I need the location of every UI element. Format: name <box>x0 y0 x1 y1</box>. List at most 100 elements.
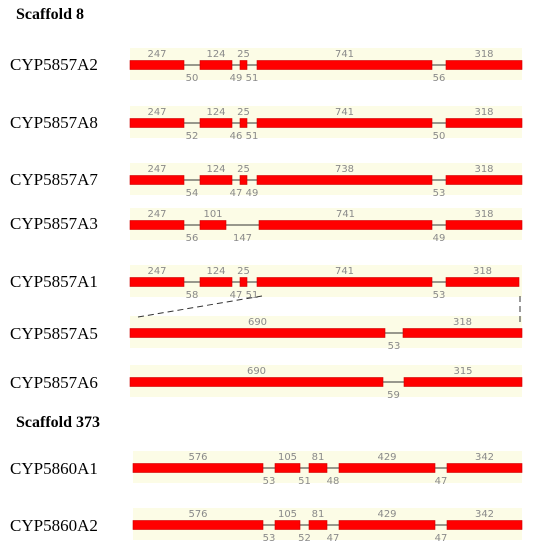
exon-block <box>403 377 523 387</box>
scaffold-title: Scaffold 373 <box>16 414 100 431</box>
exon-block <box>308 520 328 530</box>
intron-length-label: 47 <box>230 290 243 301</box>
exon-length-label: 738 <box>335 164 354 175</box>
exon-length-label: 81 <box>312 509 325 520</box>
exon-length-label: 25 <box>237 107 250 118</box>
exon-block <box>129 118 185 128</box>
exon-block <box>129 60 185 70</box>
intron-length-label: 58 <box>186 290 199 301</box>
scaffold-title: Scaffold 8 <box>16 6 84 23</box>
exon-length-label: 342 <box>475 452 494 463</box>
intron-length-label: 46 <box>230 131 243 142</box>
intron-length-label: 53 <box>388 341 401 352</box>
intron-length-label: 50 <box>433 131 446 142</box>
exon-length-label: 247 <box>147 209 166 220</box>
intron-length-label: 47 <box>435 533 448 544</box>
exon-length-label: 318 <box>474 164 493 175</box>
exon-block <box>129 220 185 230</box>
exon-length-label: 741 <box>335 266 354 277</box>
intron-length-label: 56 <box>433 73 446 84</box>
exon-length-label: 105 <box>278 452 297 463</box>
intron-length-label: 147 <box>233 233 252 244</box>
intron-length-label: 49 <box>230 73 243 84</box>
exon-length-label: 247 <box>147 107 166 118</box>
exon-block <box>132 520 264 530</box>
gene-label: CYP5857A5 <box>10 324 98 343</box>
intron-length-label: 59 <box>387 390 400 401</box>
exon-length-label: 690 <box>248 317 267 328</box>
exon-length-label: 741 <box>336 209 355 220</box>
intron-length-label: 49 <box>433 233 446 244</box>
exon-block <box>239 118 248 128</box>
gene-label: CYP5857A7 <box>10 170 98 189</box>
exon-block <box>258 220 433 230</box>
exon-block <box>256 60 433 70</box>
exon-block <box>199 277 233 287</box>
exon-block <box>446 463 523 473</box>
exon-block <box>338 520 436 530</box>
exon-block <box>239 277 248 287</box>
gene-label: CYP5860A2 <box>10 516 98 535</box>
exon-block <box>199 60 233 70</box>
alignment-dashed-line <box>137 295 263 318</box>
intron-length-label: 49 <box>246 188 259 199</box>
exon-block <box>274 520 301 530</box>
intron-length-label: 51 <box>246 131 259 142</box>
exon-length-label: 318 <box>474 49 493 60</box>
exon-length-label: 124 <box>206 107 225 118</box>
intron-length-label: 52 <box>186 131 199 142</box>
gene-label: CYP5857A8 <box>10 113 98 132</box>
exon-length-label: 318 <box>453 317 472 328</box>
exon-length-label: 576 <box>188 452 207 463</box>
exon-block <box>308 463 328 473</box>
intron-length-label: 56 <box>186 233 199 244</box>
exon-length-label: 318 <box>474 209 493 220</box>
intron-length-label: 48 <box>327 476 340 487</box>
exon-length-label: 25 <box>237 164 250 175</box>
exon-block <box>256 118 433 128</box>
exon-block <box>129 377 384 387</box>
exon-block <box>445 118 523 128</box>
gene-label: CYP5857A1 <box>10 272 98 291</box>
intron-length-label: 53 <box>263 476 276 487</box>
exon-block <box>129 175 185 185</box>
intron-length-label: 50 <box>186 73 199 84</box>
gene-label: CYP5857A6 <box>10 373 98 392</box>
exon-block <box>402 328 523 338</box>
intron-length-label: 51 <box>246 290 259 301</box>
intron-length-label: 53 <box>433 188 446 199</box>
exon-block <box>445 60 523 70</box>
exon-length-label: 429 <box>377 452 396 463</box>
exon-block <box>199 118 233 128</box>
gene-label: CYP5857A2 <box>10 55 98 74</box>
exon-block <box>132 463 264 473</box>
exon-length-label: 124 <box>206 164 225 175</box>
gene-label: CYP5857A3 <box>10 214 98 233</box>
intron-length-label: 51 <box>298 476 311 487</box>
exon-length-label: 124 <box>206 266 225 277</box>
intron-length-label: 54 <box>186 188 199 199</box>
exon-block <box>274 463 301 473</box>
exon-block <box>199 175 233 185</box>
intron-length-label: 53 <box>263 533 276 544</box>
exon-length-label: 105 <box>278 509 297 520</box>
exon-length-label: 124 <box>206 49 225 60</box>
intron-length-label: 51 <box>246 73 259 84</box>
exon-block <box>129 277 185 287</box>
exon-block <box>445 277 520 287</box>
exon-length-label: 741 <box>335 49 354 60</box>
intron-length-label: 47 <box>435 476 448 487</box>
exon-length-label: 247 <box>147 266 166 277</box>
exon-block <box>445 220 523 230</box>
exon-length-label: 576 <box>188 509 207 520</box>
exon-block <box>129 328 386 338</box>
gene-label: CYP5860A1 <box>10 459 98 478</box>
exon-block <box>239 175 248 185</box>
exon-length-label: 318 <box>473 266 492 277</box>
exon-length-label: 318 <box>474 107 493 118</box>
exon-block <box>446 520 523 530</box>
exon-length-label: 247 <box>147 49 166 60</box>
exon-block <box>256 175 433 185</box>
exon-block <box>199 220 227 230</box>
